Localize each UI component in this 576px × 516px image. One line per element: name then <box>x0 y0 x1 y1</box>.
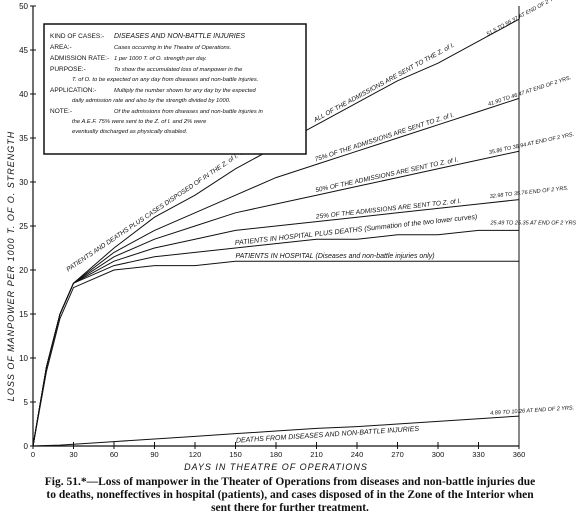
info-text: 1 per 1000 T. of O. strength per day. <box>114 56 207 62</box>
info-text: DISEASES AND NON-BATTLE INJURIES <box>114 33 245 40</box>
y-tick-label: 30 <box>19 178 28 187</box>
x-tick-label: 210 <box>310 450 323 459</box>
line-series <box>32 229 519 447</box>
info-text: the A.E.F. 75% were sent to the Z. of I.… <box>72 119 207 125</box>
info-text: T. of O. to be expected on any day from … <box>72 77 258 83</box>
x-tick-label: 300 <box>432 450 445 459</box>
line-series <box>32 260 519 447</box>
y-tick-label: 40 <box>19 90 28 99</box>
info-label: APPLICATION:- <box>50 87 96 94</box>
y-tick-label: 20 <box>19 266 28 275</box>
x-tick-label: 270 <box>391 450 404 459</box>
x-tick-label: 330 <box>472 450 485 459</box>
line-series <box>32 150 520 447</box>
series-label: 50% OF THE ADMISSIONS ARE SENT TO Z. of … <box>315 156 459 194</box>
y-tick-label: 15 <box>19 310 28 319</box>
info-text: daily admission rate and also by the str… <box>72 98 231 104</box>
line-series <box>32 415 520 447</box>
y-tick-label: 10 <box>19 354 28 363</box>
series-label: PATIENTS IN HOSPITAL PLUS DEATHS (Summat… <box>235 214 478 247</box>
info-label: ADMISSION RATE:- <box>50 55 109 62</box>
x-tick-label: 150 <box>229 450 242 459</box>
info-label: PURPOSE:- <box>50 66 86 73</box>
x-tick-label: 0 <box>31 450 35 459</box>
chart: 0 5 10 15 20 25 30 35 40 45 50 0 30 60 90 120 150 180 210 2… <box>6 0 576 472</box>
end-label: 35.86 TO 38.94 AT END OF 2 YRS. <box>488 132 574 156</box>
info-label: AREA:- <box>50 44 72 51</box>
info-box-frame <box>43 23 307 155</box>
end-label: 4.89 TO 10.26 AT END OF 2 YRS. <box>490 405 574 416</box>
series-label: ALL OF THE ADMISSIONS ARE SENT TO THE Z.… <box>312 42 456 125</box>
x-tick-label: 180 <box>270 450 283 459</box>
annotation: PATIENTS AND DEATHS PLUS CASES DISPOSED … <box>65 140 258 273</box>
y-tick-label: 50 <box>19 2 28 11</box>
end-label: 41.90 TO 46.47 AT END OF 2 YRS. <box>487 75 572 108</box>
x-tick-label: 120 <box>189 450 202 459</box>
info-text: Cases occurring in the Theatre of Operat… <box>114 45 231 51</box>
x-tick-label: 360 <box>513 450 526 459</box>
x-tick-label: 240 <box>351 450 364 459</box>
y-tick-label: 35 <box>19 134 28 143</box>
x-tick-label: 90 <box>150 450 158 459</box>
y-tick-label: 0 <box>24 442 29 451</box>
y-tick-label: 25 <box>19 222 28 231</box>
info-text: To show the accumulated loss of manpower… <box>114 67 243 73</box>
info-label: NOTE:- <box>50 108 72 115</box>
info-box: KIND OF CASES:- DISEASES AND NON-BATTLE I… <box>43 23 307 155</box>
caption: Fig. 51.*—Loss of manpower in the Theate… <box>44 476 536 514</box>
series-label: DEATHS FROM DISEASES AND NON-BATTLE INJU… <box>236 426 420 445</box>
end-label: 51.5 TO 56.37 AT END OF 2 YRS. <box>486 0 563 38</box>
series-label: PATIENTS IN HOSPITAL (Diseases and non-b… <box>236 253 435 260</box>
series-label: 75% OF THE ADMISSIONS ARE SENT TO Z. of … <box>314 112 455 164</box>
y-tick-label: 5 <box>24 398 29 407</box>
info-label: KIND OF CASES:- <box>50 33 104 40</box>
info-text: Of the admissions from diseases and non-… <box>114 109 263 115</box>
x-tick-label: 30 <box>69 450 77 459</box>
y-tick-label: 45 <box>19 46 28 55</box>
x-tick-label: 60 <box>110 450 118 459</box>
end-label: 25.49 TO 25.35 AT END OF 2 YRS. <box>490 220 576 226</box>
y-axis-label: LOSS OF MANPOWER PER 1000 T. OF O. STREN… <box>6 131 16 401</box>
end-label: 32.98 TO 35.76 END OF 2 YRS. <box>489 186 568 201</box>
info-text: eventually discharged as physically disa… <box>72 129 187 135</box>
x-axis-label: DAYS IN THEATRE OF OPERATIONS <box>184 462 368 472</box>
info-text: Multiply the number shown for any day by… <box>114 88 257 94</box>
